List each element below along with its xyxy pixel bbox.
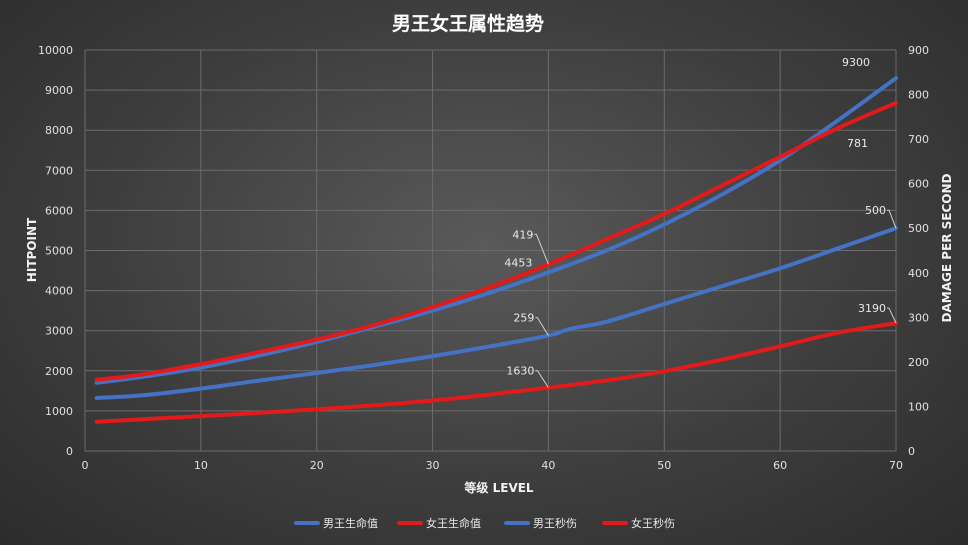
x-tick-label: 60 <box>773 459 787 472</box>
label-leader-line <box>535 370 549 388</box>
data-label: 3190 <box>858 302 886 315</box>
y-tick-label: 10000 <box>38 44 73 57</box>
data-label: 500 <box>865 204 886 217</box>
legend: 男王生命值 女王生命值 男王秒伤 女王秒伤 <box>294 516 675 530</box>
y-tick-label: 1000 <box>45 405 73 418</box>
series-line-2 <box>94 226 898 400</box>
y2-tick-label: 400 <box>908 267 929 280</box>
series-lines <box>94 76 898 424</box>
y-tick-label: 0 <box>66 445 73 458</box>
y-tick-label: 3000 <box>45 325 73 338</box>
x-tick-label: 30 <box>426 459 440 472</box>
y2-tick-label: 200 <box>908 356 929 369</box>
y2-axis-title: DAMAGE PER SECOND <box>940 173 954 322</box>
legend-label: 女王生命值 <box>426 516 481 530</box>
label-leader-line <box>887 307 897 324</box>
y-tick-label: 6000 <box>45 204 73 217</box>
y2-tick-label: 700 <box>908 133 929 146</box>
legend-label: 男王生命值 <box>323 516 378 530</box>
data-label: 419 <box>512 228 533 241</box>
x-tick-label: 0 <box>82 459 89 472</box>
x-axis-ticks: 0 10 20 30 40 50 60 70 <box>82 459 904 472</box>
x-tick-label: 10 <box>194 459 208 472</box>
y-axis-title: HITPOINT <box>25 217 39 282</box>
y-tick-label: 2000 <box>45 365 73 378</box>
legend-label: 女王秒伤 <box>631 516 675 530</box>
grid <box>84 49 897 452</box>
y-tick-label: 4000 <box>45 285 73 298</box>
y-axis-ticks: 0 1000 2000 3000 4000 5000 6000 7000 8000 9000 100… <box>38 44 73 458</box>
y2-tick-label: 800 <box>908 89 929 102</box>
series-line-1 <box>94 321 898 424</box>
data-label: 4453 <box>504 256 532 269</box>
y2-tick-label: 600 <box>908 178 929 191</box>
y2-axis-ticks: 0 100 200 300 400 500 600 700 800 900 <box>908 44 929 458</box>
data-label: 781 <box>847 137 868 150</box>
label-leader-line <box>535 317 549 336</box>
y2-tick-label: 500 <box>908 222 929 235</box>
y-tick-label: 5000 <box>45 245 73 258</box>
y-tick-label: 7000 <box>45 164 73 177</box>
legend-label: 男王秒伤 <box>533 516 577 530</box>
chart-title: 男王女王属性趋势 <box>392 12 544 35</box>
y2-tick-label: 0 <box>908 445 915 458</box>
data-label: 1630 <box>506 365 534 378</box>
x-tick-label: 40 <box>541 459 555 472</box>
y-tick-label: 9000 <box>45 84 73 97</box>
x-tick-label: 70 <box>889 459 903 472</box>
x-tick-label: 50 <box>657 459 671 472</box>
x-axis-title: 等级 LEVEL <box>463 480 534 495</box>
data-label: 259 <box>513 312 534 325</box>
y2-tick-label: 900 <box>908 44 929 57</box>
y2-tick-label: 100 <box>908 400 929 413</box>
y-tick-label: 8000 <box>45 124 73 137</box>
x-tick-label: 20 <box>310 459 324 472</box>
y2-tick-label: 300 <box>908 311 929 324</box>
series-line-3 <box>94 101 898 382</box>
data-label: 9300 <box>842 56 870 69</box>
label-leader-line <box>534 233 549 265</box>
data-labels: 9300 4453 3190 1630 500 259 781 419 <box>504 56 897 388</box>
series-line-0 <box>94 76 898 385</box>
label-leader-line <box>887 209 897 229</box>
